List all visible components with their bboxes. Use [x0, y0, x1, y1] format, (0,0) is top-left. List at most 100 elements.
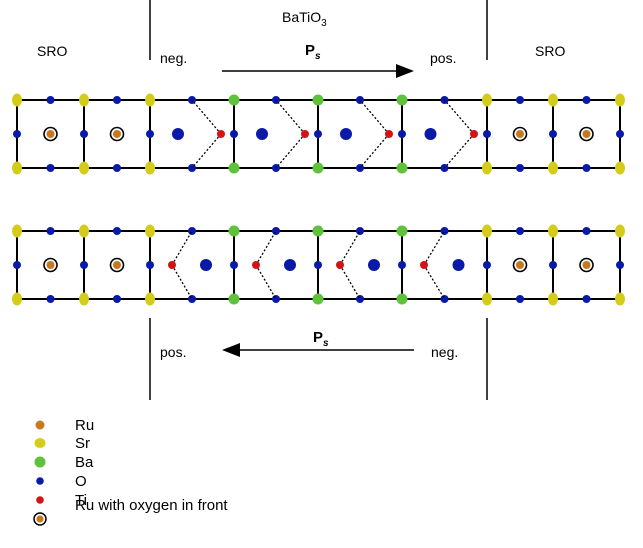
ru-dot-icon	[35, 420, 45, 430]
top-row-ti-bond	[359, 133, 390, 169]
ps-bottom-label: Ps	[313, 329, 329, 349]
bottom-row-ti-atom	[420, 261, 428, 269]
bottom-row-ti-bond	[255, 264, 277, 300]
bottom-row-center-oxygen	[368, 259, 380, 271]
top-row-ti-bond	[275, 99, 306, 135]
bottom-row-sr-atom	[548, 224, 558, 238]
o-dot-icon	[36, 477, 44, 485]
top-row-sr-atom	[615, 161, 625, 175]
top-row-edge-oxygen	[516, 164, 524, 172]
legend-item-o: O	[36, 473, 87, 490]
sro-right-label: SRO	[535, 43, 565, 59]
bottom-row-side-oxygen	[80, 261, 88, 269]
top-row-edge-oxygen	[46, 96, 55, 104]
bottom-row-edge-oxygen	[440, 295, 449, 303]
bottom-row-ti-bond	[171, 230, 193, 266]
legend-label-ba: Ba	[75, 454, 94, 471]
legend-label-sr: Sr	[75, 435, 90, 452]
bottom-row-center-oxygen	[452, 259, 465, 271]
bottom-row-sr-atom	[145, 292, 155, 306]
top-row-ti-atom	[470, 130, 478, 138]
legend-item-ru: Ru	[35, 417, 94, 434]
bottom-row-edge-oxygen	[582, 295, 591, 303]
ps-bottom-arrow-head	[222, 343, 240, 357]
top-row-ti-bond	[275, 133, 306, 169]
top-row-center-oxygen	[256, 128, 268, 140]
bottom-row-edge-oxygen	[356, 227, 364, 235]
bottom-row-ba-atom	[312, 293, 324, 305]
bottom-pos-label: pos.	[160, 344, 186, 360]
top-row-ru-atom	[582, 130, 591, 138]
legend-item-ru-oxygen-front: Ru with oxygen in front	[33, 497, 228, 526]
top-row-sr-atom	[79, 161, 89, 175]
top-row-ba-atom	[228, 94, 240, 106]
legend-item-ti: Ti	[36, 492, 87, 509]
legend-item-ba: Ba	[34, 454, 94, 471]
top-row-ba-atom	[312, 94, 324, 106]
bottom-row-ru-atom	[516, 261, 524, 269]
top-row-ti-bond	[191, 99, 222, 135]
top-row-sr-atom	[145, 161, 155, 175]
ps-top-label: Ps	[305, 42, 321, 62]
bottom-row-edge-oxygen	[582, 227, 591, 235]
bottom-row-side-oxygen	[616, 261, 624, 269]
sr-dot-icon	[34, 438, 46, 448]
top-row-side-oxygen	[146, 130, 154, 138]
bottom-row-ti-atom	[336, 261, 344, 269]
top-row-sr-atom	[482, 161, 492, 175]
legend-item-sr: Sr	[34, 435, 90, 452]
bottom-row-edge-oxygen	[272, 227, 280, 235]
top-row-ba-atom	[396, 162, 408, 174]
bottom-row-ti-atom	[168, 261, 176, 269]
top-row-sr-atom	[482, 93, 492, 107]
top-row-sr-atom	[79, 93, 89, 107]
top-row-side-oxygen	[398, 130, 406, 138]
legend-label-ru-oxygen-front: Ru with oxygen in front	[75, 497, 228, 514]
top-row-ba-atom	[312, 162, 324, 174]
top-row-ba-atom	[396, 94, 408, 106]
bottom-row-ba-atom	[396, 293, 408, 305]
bottom-row-ba-atom	[228, 225, 240, 237]
legend-label-ru: Ru	[75, 417, 94, 434]
ba-dot-icon	[34, 456, 46, 468]
top-row-ti-atom	[301, 130, 309, 138]
top-row-side-oxygen	[483, 130, 491, 138]
bottom-row-side-oxygen	[230, 261, 238, 269]
top-row-ti-atom	[217, 130, 225, 138]
legend-label-o: O	[75, 473, 87, 490]
bottom-row-edge-oxygen	[516, 227, 524, 235]
bottom-row-ti-bond	[339, 230, 361, 266]
bottom-row-edge-oxygen	[440, 227, 449, 235]
bottom-row-side-oxygen	[314, 261, 322, 269]
bottom-row-edge-oxygen	[188, 295, 196, 303]
bottom-row-sr-atom	[482, 224, 492, 238]
bottom-row-ti-atom	[252, 261, 260, 269]
top-pos-label: pos.	[430, 50, 456, 66]
bottom-row-center-oxygen	[200, 259, 212, 271]
top-row-side-oxygen	[13, 130, 21, 138]
sro-left-label: SRO	[37, 43, 67, 59]
bottom-neg-label: neg.	[431, 344, 458, 360]
bottom-row-ba-atom	[312, 225, 324, 237]
bottom-row-ba-atom	[228, 293, 240, 305]
top-row-sr-atom	[12, 93, 22, 107]
top-row-edge-oxygen	[582, 96, 591, 104]
bottom-row-edge-oxygen	[46, 295, 55, 303]
top-row-center-oxygen	[424, 128, 437, 140]
ps-top-arrow-head	[396, 64, 414, 78]
bottom-row-ti-bond	[423, 264, 446, 300]
bottom-row-side-oxygen	[146, 261, 154, 269]
bottom-row-sr-atom	[615, 224, 625, 238]
top-row-edge-oxygen	[113, 96, 121, 104]
top-row-edge-oxygen	[113, 164, 121, 172]
bottom-row-center-oxygen	[284, 259, 296, 271]
top-row-center-oxygen	[340, 128, 352, 140]
bottom-row-ru-atom	[582, 261, 591, 269]
bottom-row-ru-atom	[113, 261, 121, 269]
top-row-sr-atom	[548, 93, 558, 107]
bottom-row-sr-atom	[12, 224, 22, 238]
top-row-side-oxygen	[616, 130, 624, 138]
bottom-row-sr-atom	[615, 292, 625, 306]
top-row-ti-atom	[385, 130, 393, 138]
